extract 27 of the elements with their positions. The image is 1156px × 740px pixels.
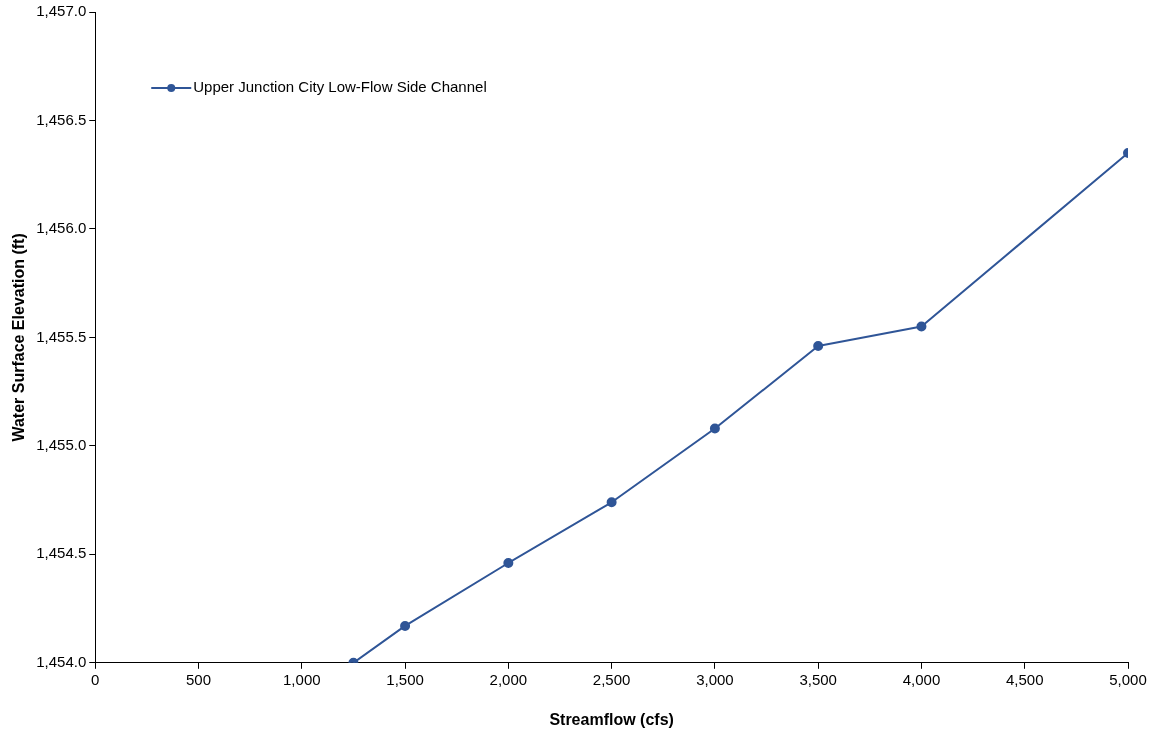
y-axis-title: Water Surface Elevation (ft) <box>10 233 28 442</box>
y-tick-label: 1,455.0 <box>36 436 87 454</box>
point <box>709 423 720 434</box>
x-tick-label: 2,000 <box>489 670 528 688</box>
y-tick-label: 1,457.0 <box>36 2 87 20</box>
x-tick-label: 2,500 <box>592 670 631 688</box>
x-tick-label: 4,000 <box>902 670 941 688</box>
point <box>503 558 514 569</box>
point <box>813 341 824 352</box>
x-tick-label: 1,000 <box>283 670 321 688</box>
x-tick-label: 0 <box>91 670 100 688</box>
y-tick-label: 1,456.0 <box>36 219 87 237</box>
y-tick-label: 1,455.5 <box>36 327 87 345</box>
y-tick-label: 1,454.0 <box>36 652 87 670</box>
x-tick-label: 5,000 <box>1109 670 1147 688</box>
legend-label: Upper Junction City Low-Flow Side Channel <box>193 78 487 96</box>
y-tick-label: 1,456.5 <box>36 110 87 128</box>
y-tick-label: 1,454.5 <box>36 544 87 562</box>
point <box>606 497 617 508</box>
x-tick-label: 4,500 <box>1005 670 1044 688</box>
x-tick-label: 3,500 <box>799 670 837 688</box>
x-tick-label: 1,500 <box>386 670 424 688</box>
point <box>916 321 927 332</box>
x-axis-title: Streamflow (cfs) <box>549 710 674 728</box>
x-tick-label: 3,000 <box>696 670 734 688</box>
point <box>400 620 411 631</box>
x-tick-label: 500 <box>186 670 212 688</box>
